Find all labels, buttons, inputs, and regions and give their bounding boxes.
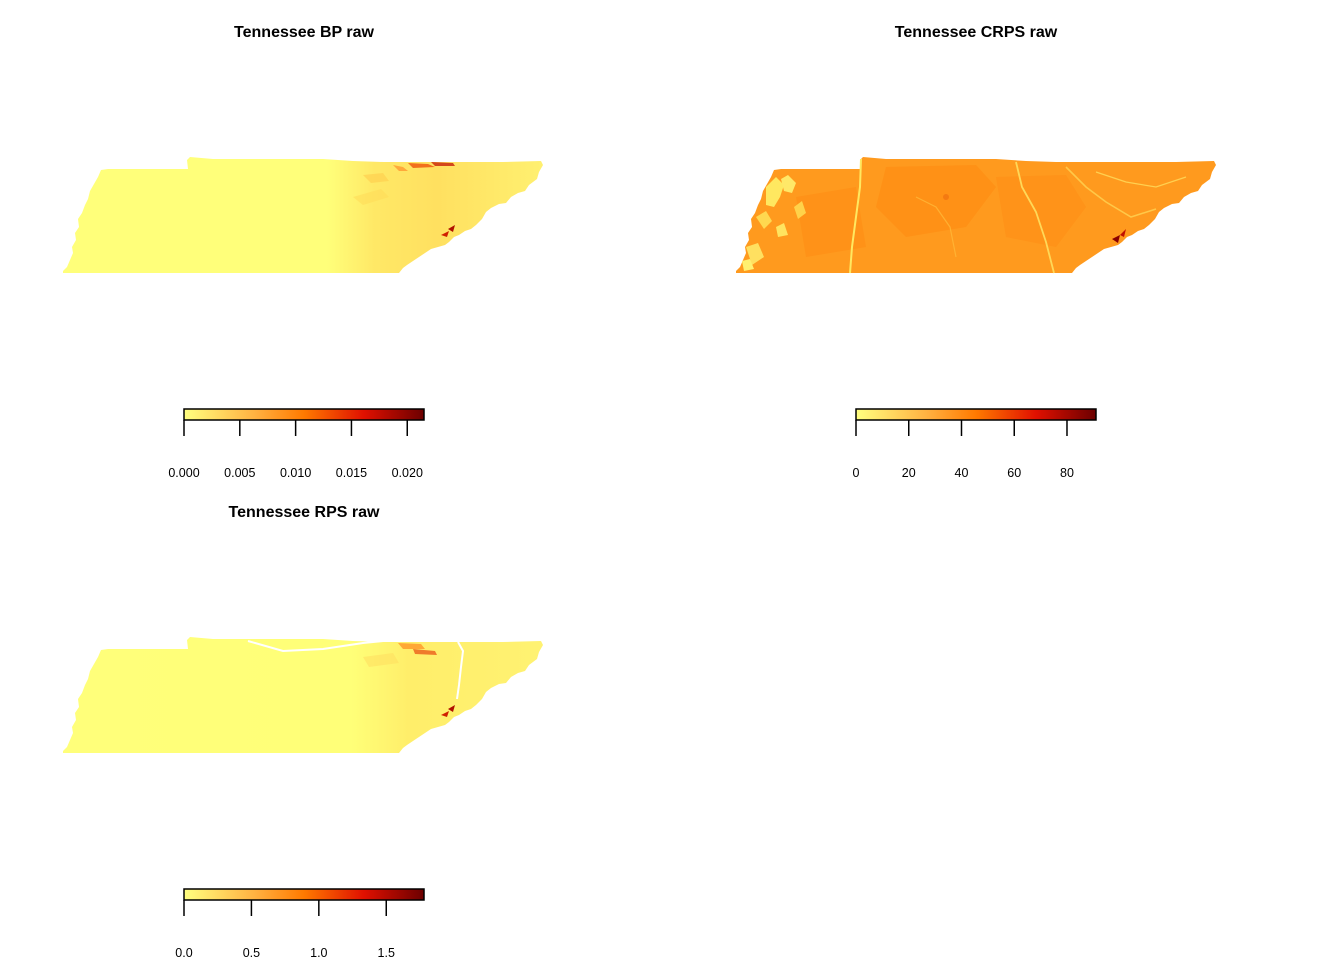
crps-tick-label: 40 xyxy=(955,466,969,480)
rps-legend-bar xyxy=(183,888,425,901)
bp-legend-ticks: 0.000 0.005 0.010 0.015 0.020 xyxy=(168,420,423,480)
rps-hotspots xyxy=(363,643,455,717)
bp-hotspots xyxy=(353,162,455,237)
rps-map xyxy=(63,637,543,753)
crps-tick-label: 60 xyxy=(1007,466,1021,480)
bp-tick-label: 0.000 xyxy=(168,466,199,480)
rps-tick-label: 1.0 xyxy=(310,946,327,960)
crps-legend-ticks: 0 20 40 60 80 xyxy=(853,420,1074,480)
bp-map xyxy=(63,157,543,273)
rps-boundary-line-east xyxy=(456,641,465,700)
rps-legend-ticks: 0.0 0.5 1.0 1.5 xyxy=(175,900,395,960)
panel-3-title: Tennessee RPS raw xyxy=(229,504,380,521)
bp-tick-label: 0.015 xyxy=(336,466,367,480)
panel-1-title: Tennessee BP raw xyxy=(234,24,374,41)
rps-boundary-line xyxy=(247,640,384,653)
rps-legend: 0.0 0.5 1.0 1.5 xyxy=(175,888,425,960)
panel-2-title: Tennessee CRPS raw xyxy=(895,24,1058,41)
crps-variation xyxy=(742,158,1187,274)
crps-legend: 0 20 40 60 80 xyxy=(853,408,1097,480)
bp-legend-bar xyxy=(183,408,425,421)
crps-tick-label: 80 xyxy=(1060,466,1074,480)
bp-tick-label: 0.020 xyxy=(392,466,423,480)
rps-tick-label: 1.5 xyxy=(378,946,395,960)
bp-legend: 0.000 0.005 0.010 0.015 0.020 xyxy=(168,408,425,480)
crps-map xyxy=(736,157,1216,274)
crps-tick-label: 0 xyxy=(853,466,860,480)
bp-tick-label: 0.005 xyxy=(224,466,255,480)
crps-legend-bar xyxy=(855,408,1097,421)
rps-tick-label: 0.5 xyxy=(243,946,260,960)
crps-tick-label: 20 xyxy=(902,466,916,480)
rps-tick-label: 0.0 xyxy=(175,946,192,960)
bp-tick-label: 0.010 xyxy=(280,466,311,480)
